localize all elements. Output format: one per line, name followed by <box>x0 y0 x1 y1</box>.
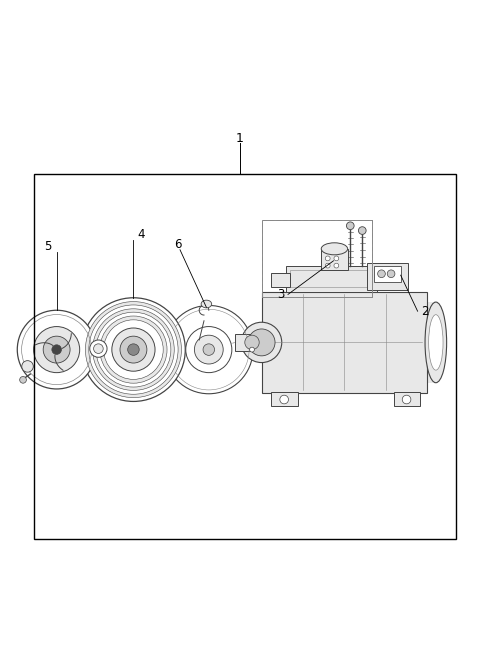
Circle shape <box>34 327 80 373</box>
Circle shape <box>186 327 232 373</box>
Circle shape <box>89 305 178 394</box>
Circle shape <box>128 344 139 356</box>
Circle shape <box>94 344 103 354</box>
Circle shape <box>347 222 354 230</box>
Circle shape <box>203 344 215 356</box>
Bar <box>374 266 401 282</box>
Text: 4: 4 <box>138 228 145 241</box>
Text: 3: 3 <box>277 288 285 301</box>
Circle shape <box>241 322 282 363</box>
Bar <box>367 263 408 289</box>
Circle shape <box>104 320 163 379</box>
Circle shape <box>194 335 223 364</box>
Circle shape <box>325 263 330 268</box>
Bar <box>262 220 372 297</box>
Circle shape <box>112 328 155 371</box>
Bar <box>262 292 427 393</box>
Ellipse shape <box>429 315 443 370</box>
Text: 5: 5 <box>44 240 52 253</box>
Bar <box>286 266 377 292</box>
Bar <box>322 249 348 270</box>
Circle shape <box>250 347 254 352</box>
Circle shape <box>120 336 147 363</box>
Bar <box>262 220 372 297</box>
Circle shape <box>100 316 167 383</box>
Circle shape <box>378 270 385 277</box>
Bar <box>290 270 372 287</box>
Circle shape <box>22 361 33 372</box>
Circle shape <box>17 310 96 389</box>
Circle shape <box>93 309 174 390</box>
Circle shape <box>96 312 171 387</box>
Circle shape <box>325 256 330 261</box>
Circle shape <box>245 335 259 350</box>
Circle shape <box>387 270 395 277</box>
Bar <box>425 302 437 382</box>
Circle shape <box>52 345 61 354</box>
Ellipse shape <box>201 300 212 308</box>
Circle shape <box>359 227 366 234</box>
Bar <box>271 273 290 287</box>
Bar <box>235 334 263 351</box>
Text: 6: 6 <box>174 237 181 251</box>
Circle shape <box>90 340 107 358</box>
Bar <box>34 174 456 539</box>
Circle shape <box>82 298 185 401</box>
Bar <box>271 392 298 406</box>
Circle shape <box>165 306 253 394</box>
Circle shape <box>85 302 181 398</box>
Circle shape <box>334 263 339 268</box>
Circle shape <box>334 256 339 261</box>
Circle shape <box>20 377 26 383</box>
Circle shape <box>248 329 275 356</box>
Text: 1: 1 <box>236 132 244 145</box>
Ellipse shape <box>425 302 447 382</box>
Ellipse shape <box>321 243 348 255</box>
Bar <box>394 392 420 406</box>
Text: 2: 2 <box>421 304 429 318</box>
Circle shape <box>280 395 288 404</box>
Circle shape <box>402 395 411 404</box>
Circle shape <box>43 336 70 363</box>
